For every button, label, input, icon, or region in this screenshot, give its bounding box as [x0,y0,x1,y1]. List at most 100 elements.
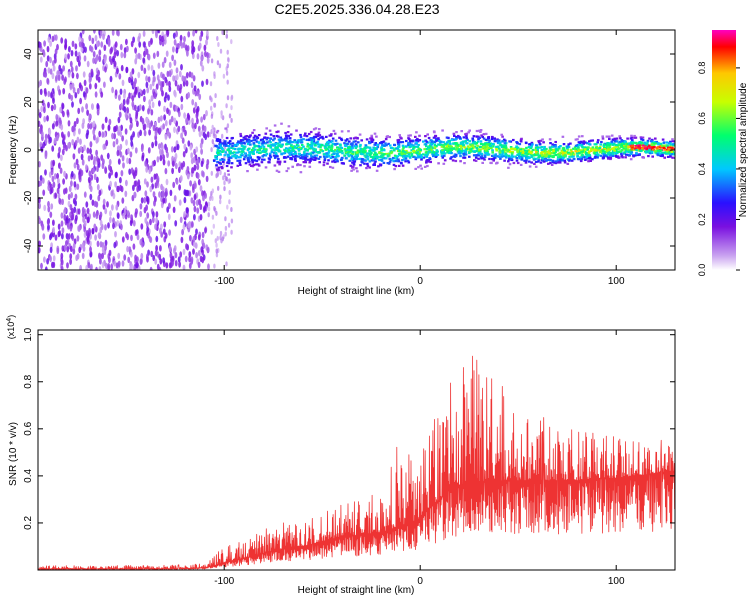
spectrogram-cell [495,162,498,165]
spectrogram-cell [96,109,100,116]
spectrogram-cell [113,51,117,59]
spectrogram-cell [620,144,623,147]
spectrogram-cell [242,136,246,139]
spectrogram-cell [309,152,313,155]
spectrogram-cell [401,148,405,151]
spectrogram-cell [369,155,373,158]
spectrogram-cell [264,148,268,151]
spectrogram-cell [308,147,311,150]
spectrogram-cell [441,156,445,159]
colorbar-tick-label: 0.8 [697,62,707,75]
spectrogram-cell [497,139,501,142]
spectrogram-cell [221,142,225,145]
spectrogram-cell [117,158,121,165]
spectrogram-cell [544,157,548,160]
spectrogram-cell [162,257,166,264]
spectrogram-cell [329,148,333,151]
spectrogram-cell [182,248,186,256]
spectrogram-cell [613,149,616,152]
spectrogram-cell [161,90,164,97]
spectrogram-cell [402,154,406,157]
spectrogram-cell [483,154,487,157]
spectrogram-cell [250,150,253,153]
spectrogram-cell [39,56,43,63]
spectrogram-cell [165,178,169,186]
spectrogram-cell [63,206,67,214]
spectrogram-cell [311,151,315,154]
spectrogram-cell [178,166,181,173]
spectrogram-cell [60,37,64,44]
spectrogram-cell [322,153,326,156]
spectrogram-cell [98,55,102,62]
spectrogram-cell [46,218,50,226]
spectrogram-cell [672,152,675,155]
spectrogram-cell [340,130,344,133]
spectrogram-cell [456,146,459,149]
spectrogram-cell [588,143,592,146]
spectrogram-cell [49,136,52,144]
spectrogram-cell [432,130,436,133]
spectrogram-cell [108,118,112,126]
spectrogram-cell [108,172,111,179]
spectrogram-cell [408,138,411,141]
spectrogram-cell [113,241,117,249]
spectrogram-cell [600,150,603,153]
spectrogram-cell [110,169,114,176]
spectrogram-cell [58,146,61,154]
spectrogram-cell [50,104,54,112]
spectrogram-cell [468,151,471,155]
spectrogram-cell [153,200,156,207]
spectrogram-cell [110,46,114,53]
spectrogram-cell [427,160,430,163]
spectrogram-cell [501,153,504,156]
spectrogram-cell [593,152,596,155]
spectrogram-cell [63,244,67,251]
spectrogram-cell [153,159,157,167]
spectrogram-cell [181,228,185,236]
spectrogram-cell [434,155,438,158]
spectrogram-cell [93,156,97,163]
spectrogram-cell [665,141,669,144]
spectrogram-cell [232,147,235,150]
spectrogram-cell [642,144,645,147]
spectrogram-cell [472,145,475,148]
spectrogram-cell [671,138,674,141]
spectrogram-cell [217,152,220,155]
spectrogram-cell [660,149,663,152]
spectrogram-cell [486,150,489,153]
spectrogram-cell [172,46,175,53]
spectrogram-cell [669,140,672,143]
spectrogram-cell [183,211,187,218]
spectrogram-cell [76,163,80,171]
spectrogram-cell [285,136,288,139]
spectrogram-cell [300,144,304,147]
spectrogram-cell [486,143,489,146]
spectrogram-cell [413,146,416,149]
spectrogram-cell [264,166,268,169]
spectrogram-cell [89,148,92,155]
spectrogram-cell [291,165,294,168]
spectrogram-cell [162,73,165,80]
spectrogram-cell [610,140,613,143]
spectrogram-cell [67,233,71,240]
spectrogram-cell [332,129,336,132]
spectrogram-cell [453,134,456,137]
spectrogram-cell [352,165,355,168]
spectrogram-cell [562,147,566,150]
spectrogram-cell [350,155,354,158]
spectrogram-cell [537,156,540,159]
spectrogram-cell [469,148,472,151]
spectrogram-cell [47,224,50,231]
spectrogram-cell [525,141,528,145]
spectrogram-cell [57,74,61,82]
spectrogram-cell [309,159,312,162]
spectrogram-cell [609,151,612,155]
spectrogram-cell [260,161,264,164]
spectrogram-cell [536,149,539,152]
spectrogram-cell [386,135,389,138]
spectrogram-cell [78,41,82,48]
spectrogram-cell [414,167,417,170]
spectrogram-cell [484,138,488,141]
spectrogram-cell [160,201,164,209]
spectrogram-cell [52,226,55,234]
